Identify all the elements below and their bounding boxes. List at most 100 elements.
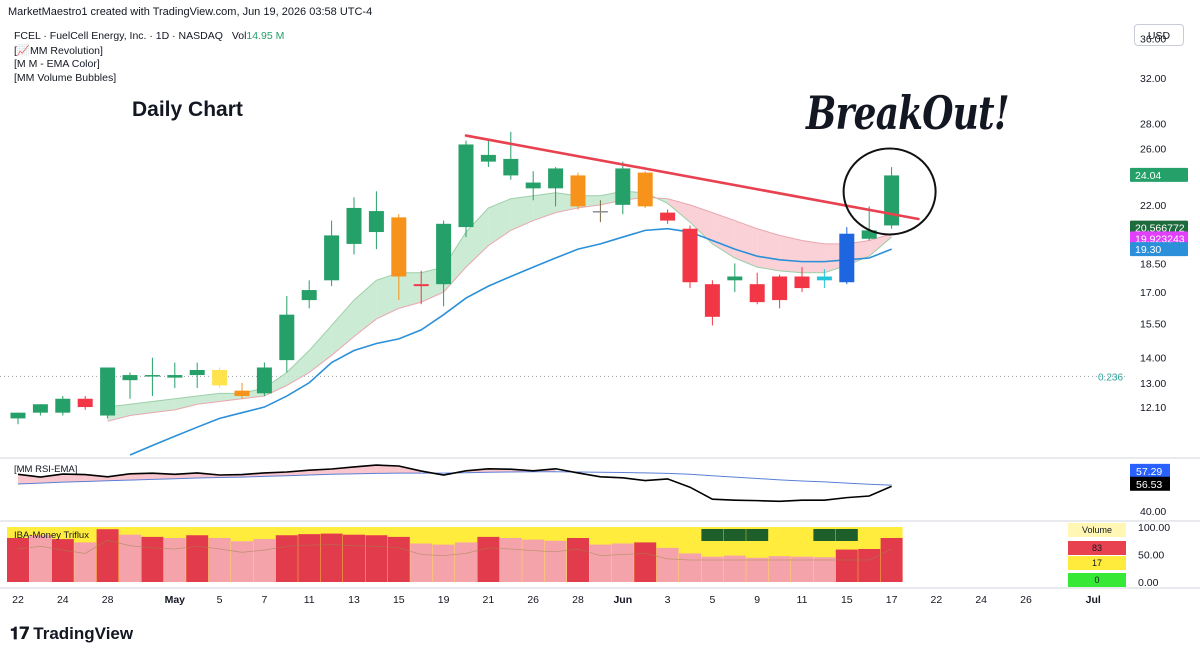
rsi-pane-title[interactable]: [MM RSI-EMA] (14, 464, 78, 475)
tradingview-logo[interactable]: 𝟏𝟳 TradingView (10, 624, 133, 644)
triflux-bar (611, 543, 634, 582)
candle-body (10, 412, 26, 419)
triflux-axis-tick-label: 100.00 (1138, 522, 1170, 534)
price-tag-bg (1130, 220, 1188, 235)
time-axis-tick-label: 22 (12, 594, 24, 606)
candle (839, 227, 855, 285)
price-axis-tick-label: 13.00 (1140, 378, 1166, 390)
ema-band-segment (757, 228, 780, 271)
triflux-legend-red: 83 (1068, 541, 1126, 555)
candle (660, 209, 676, 224)
time-axis-tick-label: 13 (348, 594, 360, 606)
candle-body (391, 217, 407, 277)
price-tag-bg (1130, 242, 1188, 257)
candle-body (480, 154, 496, 162)
candle (682, 225, 698, 289)
candle-body (189, 370, 205, 376)
triflux-bar (231, 541, 253, 582)
candle-body (637, 172, 653, 207)
triflux-bar (119, 534, 141, 582)
rsi-value-tag-text: 56.53 (1136, 479, 1162, 491)
ema-band-segment (466, 207, 489, 268)
candle-body (234, 390, 250, 397)
triflux-bar (723, 555, 746, 582)
candle (55, 396, 71, 416)
candle (100, 367, 116, 419)
ema-band-segment (331, 300, 354, 356)
rsi-fill (40, 474, 63, 484)
candle-body (368, 211, 384, 233)
breakout-annotation: BreakOut! (806, 86, 1010, 140)
triflux-bar (141, 536, 164, 582)
candle (458, 140, 474, 238)
indicator-volume-bubbles[interactable]: [MM Volume Bubbles] (14, 72, 117, 84)
rsi-fill (130, 473, 153, 481)
candle (525, 171, 541, 201)
candle-body (682, 228, 698, 283)
triflux-bar (522, 539, 545, 582)
ema-band-segment (667, 198, 690, 223)
triflux-bar (499, 538, 522, 582)
volume-label: Vol (231, 30, 247, 42)
price-axis-tick-label: 32.00 (1140, 73, 1166, 85)
candle (727, 263, 743, 293)
time-axis-tick-label: 22 (931, 594, 943, 606)
time-axis-tick-label: 28 (102, 594, 114, 606)
time-axis-tick-label: 11 (304, 594, 315, 606)
triflux-bar (253, 539, 276, 582)
candle (144, 357, 160, 397)
triflux-bar (701, 556, 724, 582)
candle-body (279, 314, 295, 361)
candle (301, 280, 317, 309)
triflux-bar (567, 538, 589, 582)
ema-band-segment (779, 235, 802, 273)
triflux-bar (275, 535, 298, 582)
rsi-axis-tick-label: 40.00 (1140, 506, 1166, 518)
rsi-fill (286, 470, 310, 476)
candle-body (615, 168, 631, 205)
price-axis-tick-label: 36.00 (1140, 33, 1166, 45)
candle (77, 396, 93, 410)
currency-button[interactable]: USD (1134, 24, 1184, 46)
indicator-ema-color[interactable]: [M M - EMA Color] (14, 58, 100, 70)
ema-band-segment (286, 350, 310, 386)
resistance-trendline (464, 134, 920, 221)
candle (570, 172, 586, 210)
candle (189, 362, 205, 389)
price-axis-tick-label: 12.10 (1140, 402, 1166, 414)
candle (324, 220, 340, 287)
daily-chart-annotation: Daily Chart (132, 98, 243, 121)
ema-band-segment (398, 272, 422, 309)
triflux-bar (768, 556, 791, 582)
triflux-bar (320, 533, 343, 582)
candle-body (592, 211, 608, 213)
candle (391, 214, 407, 301)
candle (32, 404, 48, 416)
candle-body (413, 284, 429, 287)
candle-body (660, 212, 676, 221)
time-axis-tick-label: 15 (841, 594, 853, 606)
candle-body (839, 233, 855, 283)
candle (615, 161, 631, 215)
candle (368, 191, 384, 250)
triflux-pane-title[interactable]: IBA-Money Triflux (14, 530, 89, 541)
ema-band-segment (533, 192, 556, 221)
time-axis-tick-label: 28 (572, 594, 584, 606)
candle-body (749, 284, 765, 303)
triflux-bar (634, 542, 657, 582)
triflux-green-block (813, 529, 836, 541)
triflux-bar (589, 544, 612, 582)
symbol-line: FCEL · FuelCell Energy, Inc. · 1D · NASD… (14, 30, 284, 42)
fib-level-label: 0.236 (1098, 372, 1123, 383)
triflux-bar (410, 543, 433, 582)
triflux-bar (835, 549, 858, 582)
time-axis-tick-label: 24 (975, 594, 987, 606)
candle (704, 280, 720, 326)
candle (861, 206, 877, 241)
triflux-bar (880, 538, 903, 582)
candle-body (861, 230, 877, 239)
rsi-line (17, 464, 892, 503)
time-axis-tick-label: 3 (665, 594, 671, 606)
indicator-mm-revolution[interactable]: [📈MM Revolution] (14, 45, 103, 57)
